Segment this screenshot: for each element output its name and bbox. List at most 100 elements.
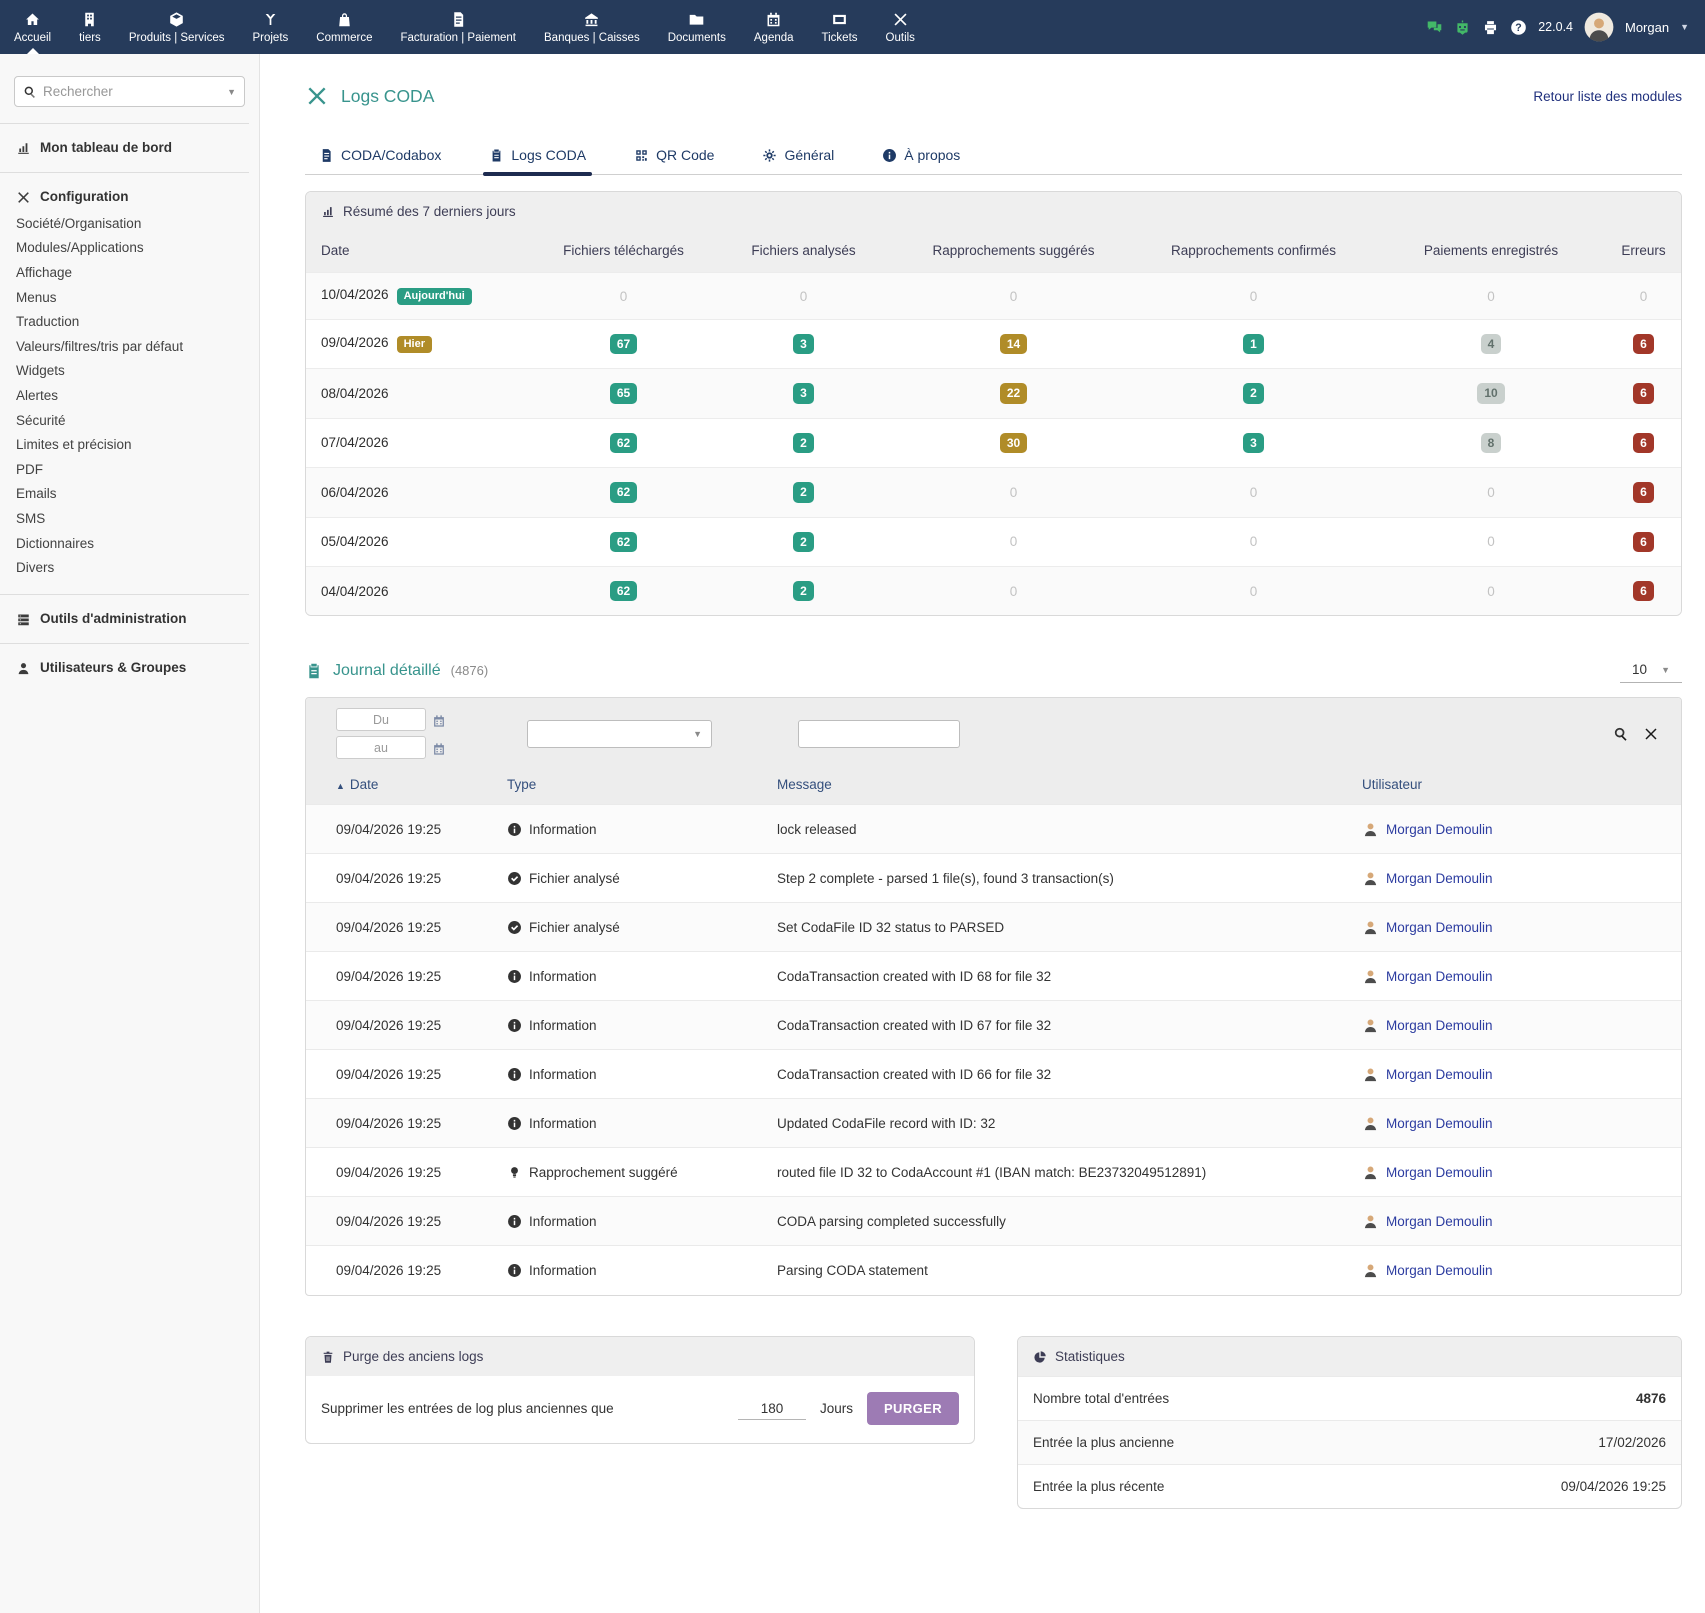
sidebar-item-divers[interactable]: Divers — [16, 556, 259, 581]
topnav-item-facturation-paiement[interactable]: Facturation | Paiement — [387, 0, 531, 54]
topnav-item-accueil[interactable]: Accueil — [0, 0, 65, 54]
summary-col-paiements-enregistr-s: Paiements enregistrés — [1376, 231, 1606, 273]
message-filter-input[interactable] — [798, 720, 960, 748]
calendar-icon[interactable] — [432, 740, 446, 755]
topnav-item-documents[interactable]: Documents — [654, 0, 740, 54]
user-avatar[interactable] — [1584, 12, 1614, 42]
date-from-input[interactable] — [336, 708, 426, 731]
info-icon — [507, 969, 522, 984]
sidebar-item-sms[interactable]: SMS — [16, 507, 259, 532]
invoice-icon — [319, 148, 334, 163]
sidebar-item-emails[interactable]: Emails — [16, 482, 259, 507]
topnav-item-commerce[interactable]: Commerce — [302, 0, 386, 54]
sidebar-item-soci-t-organisation[interactable]: Société/Organisation — [16, 212, 259, 237]
topnav-right: ? 22.0.4 Morgan ▼ — [1426, 0, 1705, 54]
sidebar-item-traduction[interactable]: Traduction — [16, 310, 259, 335]
tab-g-n-ral[interactable]: Général — [756, 141, 840, 174]
tools-icon — [305, 84, 329, 108]
branch-icon — [262, 11, 279, 28]
journal-card: ▼ ▲DateTypeMessageUtilisateur 09/04/2026… — [305, 697, 1682, 1296]
mini-avatar-icon — [1362, 919, 1379, 936]
log-message: Updated CodaFile record with ID: 32 — [777, 1116, 995, 1131]
sidebar-section-admin-tools[interactable]: Outils d'administration — [0, 606, 259, 632]
topnav-item-produits-services[interactable]: Produits | Services — [115, 0, 239, 54]
summary-value: 0 — [1250, 289, 1258, 304]
journal-col-utilisateur[interactable]: Utilisateur — [1356, 767, 1681, 805]
sidebar-item-dashboard[interactable]: Mon tableau de bord — [0, 135, 259, 161]
sidebar-item-menus[interactable]: Menus — [16, 286, 259, 311]
chat-icon[interactable] — [1426, 19, 1443, 36]
topnav-item-projets[interactable]: Projets — [238, 0, 302, 54]
sidebar-item-widgets[interactable]: Widgets — [16, 359, 259, 384]
summary-date: 10/04/2026 — [321, 287, 389, 302]
log-date: 09/04/2026 19:25 — [336, 1214, 441, 1229]
type-filter-select[interactable]: ▼ — [527, 720, 712, 748]
user-link[interactable]: Morgan Demoulin — [1386, 871, 1493, 886]
user-link[interactable]: Morgan Demoulin — [1386, 1263, 1493, 1278]
user-menu[interactable]: Morgan — [1625, 20, 1669, 35]
user-link[interactable]: Morgan Demoulin — [1386, 920, 1493, 935]
summary-row: 08/04/2026653222106 — [306, 369, 1681, 418]
user-link[interactable]: Morgan Demoulin — [1386, 1018, 1493, 1033]
sidebar-item-valeurs-filtres-tris-par-d-faut[interactable]: Valeurs/filtres/tris par défaut — [16, 335, 259, 360]
search-caret-icon[interactable]: ▼ — [227, 87, 236, 97]
user-link[interactable]: Morgan Demoulin — [1386, 1116, 1493, 1131]
user-link[interactable]: Morgan Demoulin — [1386, 1165, 1493, 1180]
calendar-icon — [432, 714, 446, 728]
summary-value-badge: 67 — [610, 334, 637, 354]
search-icon[interactable] — [1613, 726, 1629, 742]
topnav-item-agenda[interactable]: Agenda — [740, 0, 808, 54]
help-icon[interactable]: ? — [1510, 19, 1527, 36]
journal-row: 09/04/2026 19:25InformationParsing CODA … — [306, 1246, 1681, 1295]
journal-col-type[interactable]: Type — [501, 767, 771, 805]
summary-table: DateFichiers téléchargésFichiers analysé… — [306, 231, 1681, 615]
sidebar-item-alertes[interactable]: Alertes — [16, 384, 259, 409]
log-type: Information — [507, 1018, 765, 1033]
mini-avatar-icon — [1362, 1213, 1379, 1230]
tab-coda-codabox[interactable]: CODA/Codabox — [313, 141, 447, 174]
clear-filters-icon[interactable] — [1643, 726, 1659, 742]
summary-value-badge: 3 — [793, 334, 814, 354]
sidebar-search: ▼ — [14, 76, 245, 107]
journal-row: 09/04/2026 19:25Fichier analyséSet CodaF… — [306, 903, 1681, 952]
robot-icon[interactable] — [1454, 19, 1471, 36]
purge-days-input[interactable] — [738, 1398, 806, 1420]
topnav-item-tiers[interactable]: tiers — [65, 0, 115, 54]
sidebar-item-limites-et-pr-cision[interactable]: Limites et précision — [16, 433, 259, 458]
sidebar-item-affichage[interactable]: Affichage — [16, 261, 259, 286]
sidebar-item-modules-applications[interactable]: Modules/Applications — [16, 236, 259, 261]
log-type: Information — [507, 1067, 765, 1082]
tab-logs-coda[interactable]: Logs CODA — [483, 141, 592, 174]
user-link[interactable]: Morgan Demoulin — [1386, 969, 1493, 984]
purge-button[interactable]: PURGER — [867, 1392, 959, 1425]
topnav-item-outils[interactable]: Outils — [872, 0, 929, 54]
log-message: Set CodaFile ID 32 status to PARSED — [777, 920, 1004, 935]
tab-qr-code[interactable]: QR Code — [628, 141, 720, 174]
user-link[interactable]: Morgan Demoulin — [1386, 1214, 1493, 1229]
journal-col-date[interactable]: ▲Date — [306, 767, 501, 805]
date-to-input[interactable] — [336, 736, 426, 759]
user-link[interactable]: Morgan Demoulin — [1386, 822, 1493, 837]
search-input[interactable] — [43, 84, 221, 99]
page-size-select[interactable]: 10 ▼ — [1620, 658, 1682, 683]
sidebar-item-dictionnaires[interactable]: Dictionnaires — [16, 532, 259, 557]
user-link[interactable]: Morgan Demoulin — [1386, 1067, 1493, 1082]
summary-value-badge: 62 — [610, 532, 637, 552]
back-to-modules-link[interactable]: Retour liste des modules — [1533, 89, 1682, 104]
topnav-item-banques-caisses[interactable]: Banques | Caisses — [530, 0, 654, 54]
sidebar-section-users-groups[interactable]: Utilisateurs & Groupes — [0, 655, 259, 681]
divider — [0, 643, 249, 644]
stat-label: Entrée la plus ancienne — [1033, 1435, 1174, 1450]
sidebar-item-s-curit[interactable]: Sécurité — [16, 409, 259, 434]
sidebar-section-configuration[interactable]: Configuration — [0, 184, 259, 210]
calendar-icon[interactable] — [432, 712, 446, 727]
tab-propos[interactable]: À propos — [876, 141, 966, 174]
printer-icon[interactable] — [1482, 19, 1499, 36]
top-navigation: AccueiltiersProduits | ServicesProjetsCo… — [0, 0, 1705, 54]
topnav-item-tickets[interactable]: Tickets — [808, 0, 872, 54]
journal-col-message[interactable]: Message — [771, 767, 1356, 805]
chevron-down-icon: ▼ — [1661, 665, 1670, 675]
user-icon — [16, 660, 31, 676]
summary-date: 08/04/2026 — [321, 386, 389, 401]
sidebar-item-pdf[interactable]: PDF — [16, 458, 259, 483]
